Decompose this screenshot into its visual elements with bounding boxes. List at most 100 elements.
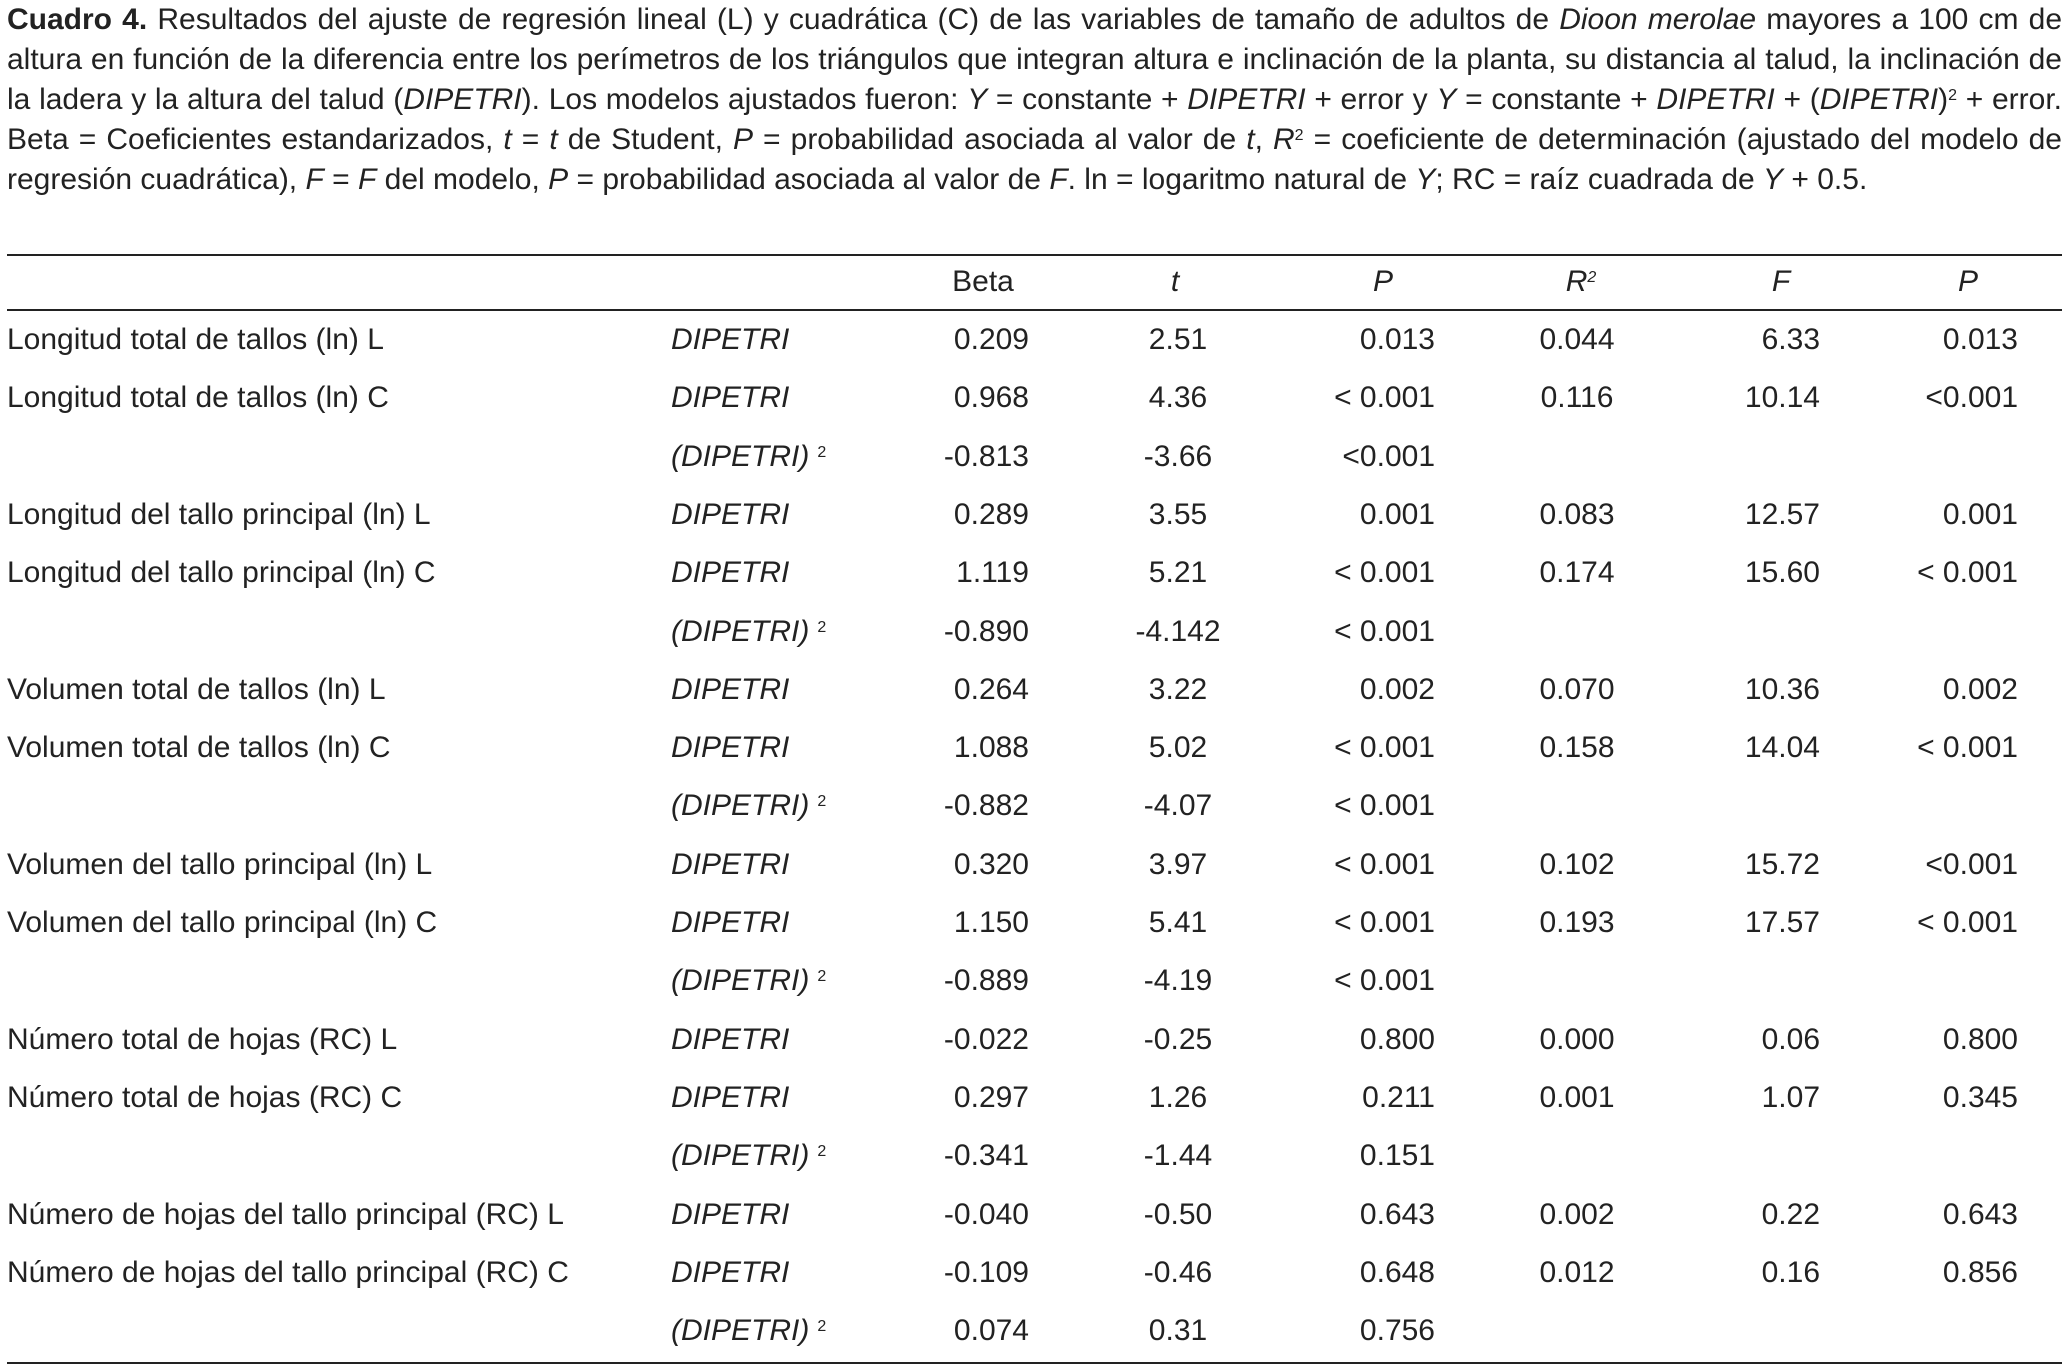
- caption-italic: DIPETRI: [1656, 83, 1775, 116]
- p-value: < 0.001: [1334, 731, 1435, 765]
- caption-italic: DIPETRI: [1819, 83, 1939, 116]
- caption-text: + error. Beta = Coeficientes estandariza…: [7, 83, 2062, 156]
- caption-text: ; RC = raíz cuadrada de: [1435, 163, 1764, 196]
- r-squared: 0.001: [1539, 1080, 1615, 1114]
- column-header: R2: [1565, 265, 1597, 298]
- term: DIPETRI: [671, 497, 790, 531]
- caption-italic: P: [548, 163, 569, 196]
- p-value: 0.151: [1359, 1139, 1435, 1173]
- f-value: 17.57: [1744, 906, 1820, 939]
- variable: Volumen total de tallos (ln) C: [7, 731, 391, 765]
- bottom-rule: [7, 1362, 2062, 1364]
- caption-text: = constante +: [1456, 83, 1657, 116]
- f-value: 12.57: [1744, 497, 1820, 531]
- caption-italic: F: [1049, 163, 1068, 196]
- variable: Volumen del tallo principal (ln) C: [7, 906, 438, 939]
- beta: 0.264: [953, 672, 1029, 706]
- p-value: 0.800: [1359, 1022, 1435, 1056]
- caption-superscript: 2: [1294, 127, 1304, 144]
- caption-italic: t: [1246, 123, 1255, 156]
- caption-italic: Y: [1436, 83, 1457, 116]
- model-p-value: 0.002: [1942, 672, 2018, 706]
- caption-text: . ln = logaritmo natural de: [1067, 163, 1416, 196]
- beta: -0.882: [943, 789, 1029, 823]
- beta: 1.088: [953, 731, 1029, 765]
- term-superscript: 2: [817, 968, 827, 986]
- caption-text: = constante +: [987, 83, 1188, 116]
- p-value: < 0.001: [1334, 847, 1435, 881]
- term: (DIPETRI) 2: [671, 1314, 827, 1348]
- term-superscript: 2: [817, 443, 827, 461]
- t-value: -4.142: [1135, 614, 1221, 648]
- f-value: 14.04: [1744, 731, 1820, 765]
- t-value: 4.36: [1148, 381, 1208, 415]
- term-superscript: 2: [817, 618, 827, 636]
- variable: Número de hojas del tallo principal (RC)…: [7, 1197, 564, 1231]
- term-superscript: 2: [817, 1318, 827, 1336]
- term: DIPETRI: [671, 906, 790, 939]
- t-value: -0.50: [1143, 1197, 1213, 1231]
- variable: Longitud total de tallos (ln) L: [7, 323, 384, 356]
- caption-text: ): [1938, 83, 1949, 116]
- f-value: 15.72: [1744, 847, 1820, 881]
- term: DIPETRI: [671, 556, 790, 590]
- caption-italic: F: [305, 163, 324, 196]
- variable: Número total de hojas (RC) L: [7, 1022, 398, 1056]
- term: DIPETRI: [671, 672, 790, 706]
- r-squared: 0.044: [1539, 323, 1615, 356]
- beta: 0.297: [953, 1080, 1029, 1114]
- term: (DIPETRI) 2: [671, 964, 827, 998]
- f-value: 10.36: [1744, 672, 1820, 706]
- caption-text: = probabilidad asociada al valor de: [753, 123, 1247, 156]
- beta: -0.813: [943, 439, 1029, 473]
- caption-text: = probabilidad asociada al valor de: [568, 163, 1050, 196]
- t-value: 2.51: [1148, 323, 1208, 356]
- term-superscript: 2: [817, 793, 827, 811]
- f-value: 0.06: [1761, 1022, 1820, 1056]
- t-value: 3.22: [1148, 672, 1208, 706]
- model-p-value: <0.001: [1925, 381, 2018, 415]
- caption-italic: DIPETRI: [403, 83, 522, 116]
- variable: Longitud total de tallos (ln) C: [7, 381, 389, 415]
- model-p-value: 0.800: [1942, 1022, 2018, 1056]
- beta: -0.889: [943, 964, 1029, 998]
- f-value: 6.33: [1761, 323, 1820, 356]
- p-value: < 0.001: [1334, 906, 1435, 939]
- variable: Volumen del tallo principal (ln) L: [7, 847, 433, 881]
- t-value: -0.46: [1143, 1255, 1213, 1289]
- p-value: 0.001: [1359, 497, 1435, 531]
- caption: Cuadro 4. Resultados del ajuste de regre…: [7, 0, 2062, 200]
- caption-text: + (: [1774, 83, 1820, 116]
- caption-text: =: [323, 163, 359, 196]
- caption-text: de Student,: [557, 123, 733, 156]
- t-value: 3.55: [1148, 497, 1208, 531]
- term: DIPETRI: [671, 381, 790, 415]
- caption-italic: DIPETRI: [1187, 83, 1306, 116]
- r-squared: 0.083: [1539, 497, 1615, 531]
- caption-text: = coeficiente de determinación (ajustado…: [7, 123, 2062, 196]
- model-p-value: 0.001: [1942, 497, 2018, 531]
- beta: 0.209: [953, 323, 1029, 356]
- caption-text: Resultados del ajuste de regresión linea…: [147, 3, 1560, 36]
- column-header: t: [1170, 265, 1180, 298]
- t-value: -3.66: [1143, 439, 1213, 473]
- top-rule: [7, 254, 2062, 256]
- r-squared: 0.174: [1539, 556, 1615, 590]
- t-value: -4.07: [1143, 789, 1213, 823]
- caption-superscript: 2: [1948, 87, 1957, 104]
- caption-italic: P: [732, 123, 753, 156]
- term: DIPETRI: [671, 1022, 790, 1056]
- p-value: < 0.001: [1334, 556, 1435, 590]
- term: DIPETRI: [671, 1080, 790, 1114]
- variable: Volumen total de tallos (ln) L: [7, 672, 386, 706]
- t-value: 0.31: [1148, 1314, 1208, 1348]
- model-p-value: 0.643: [1942, 1197, 2018, 1231]
- caption-italic: t: [549, 123, 558, 156]
- p-value: < 0.001: [1334, 381, 1435, 415]
- beta: 0.968: [953, 381, 1029, 415]
- r-squared: 0.102: [1539, 847, 1615, 881]
- f-value: 0.22: [1761, 1197, 1820, 1231]
- term-superscript: 2: [817, 1143, 827, 1161]
